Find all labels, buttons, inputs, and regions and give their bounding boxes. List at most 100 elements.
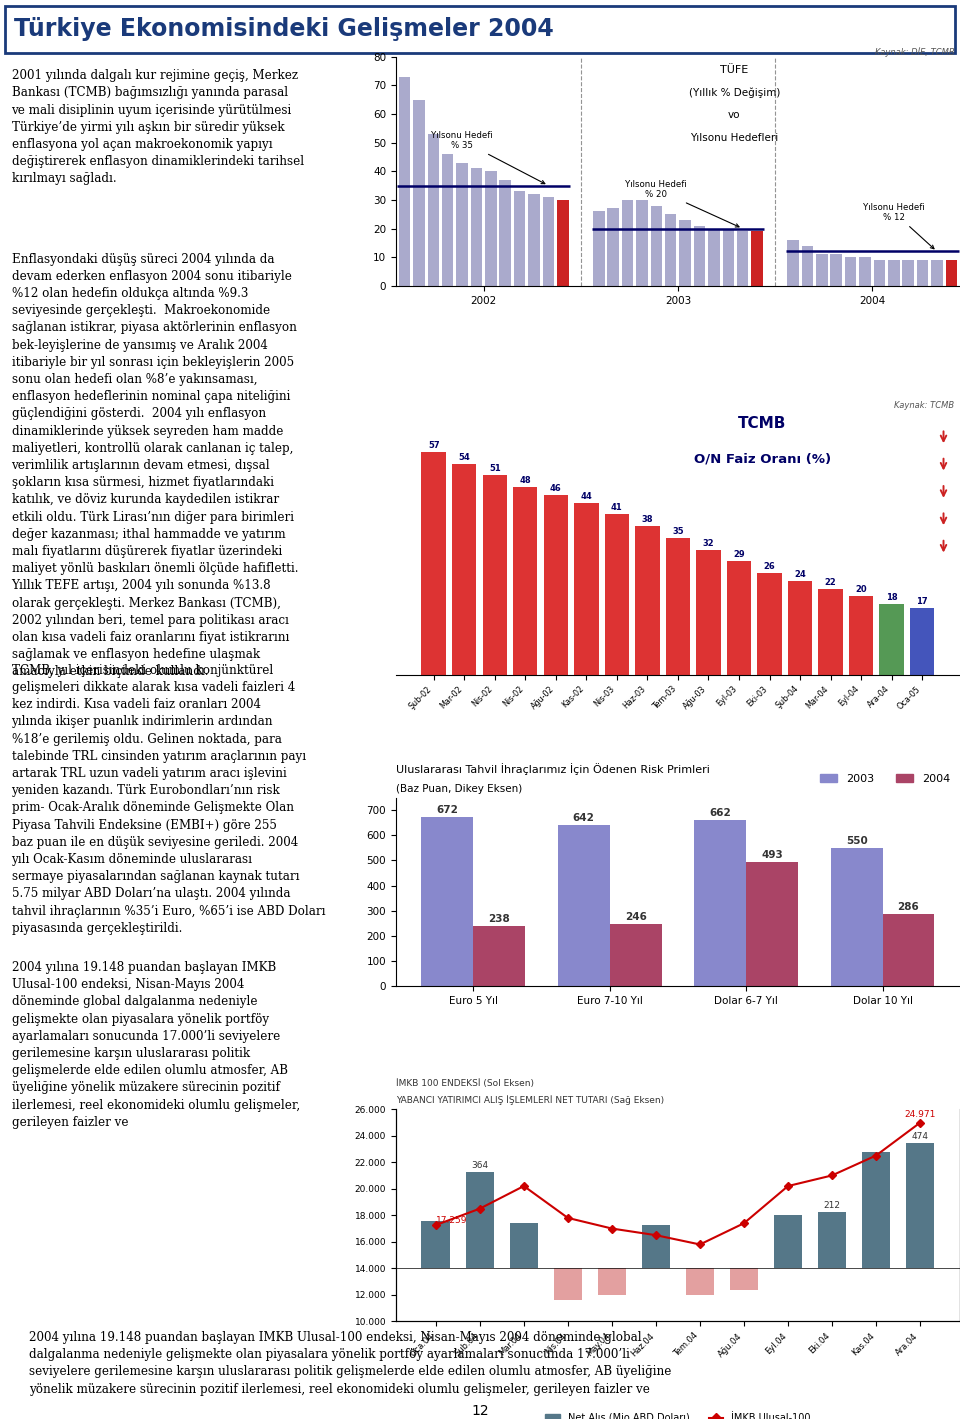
Text: Yılsonu Hedefi
% 35: Yılsonu Hedefi % 35	[431, 131, 545, 183]
Bar	[910, 609, 934, 674]
Bar	[499, 180, 511, 285]
Text: 212: 212	[824, 1200, 841, 1210]
Bar	[665, 538, 690, 674]
Bar	[830, 847, 882, 986]
Bar	[845, 257, 856, 285]
Text: 493: 493	[761, 850, 783, 860]
Text: 2004 yılına 19.148 puandan başlayan IMKB
Ulusal-100 endeksi, Nisan-Mayıs 2004
dö: 2004 yılına 19.148 puandan başlayan IMKB…	[12, 961, 300, 1128]
Bar	[442, 155, 453, 285]
Bar	[788, 580, 812, 674]
Bar	[859, 257, 871, 285]
Bar	[622, 200, 634, 285]
Bar	[902, 260, 914, 285]
Bar	[905, 1142, 934, 1269]
Text: 662: 662	[709, 807, 732, 817]
Bar	[946, 260, 957, 285]
FancyBboxPatch shape	[5, 6, 955, 54]
Bar	[694, 226, 706, 285]
Bar	[818, 1212, 847, 1269]
Text: 46: 46	[550, 484, 562, 492]
Bar	[636, 526, 660, 674]
Text: vo: vo	[728, 111, 740, 121]
Bar	[483, 475, 507, 674]
Text: 246: 246	[625, 912, 647, 922]
Text: 2004 yılına 19.148 puandan başlayan IMKB Ulusal-100 endeksi, Nisan-Mayıs 2004 dö: 2004 yılına 19.148 puandan başlayan IMKB…	[29, 1331, 671, 1395]
Bar	[874, 260, 885, 285]
Bar	[485, 172, 496, 285]
Bar	[514, 192, 525, 285]
Bar	[685, 1269, 714, 1296]
Bar	[554, 1269, 582, 1300]
Bar	[421, 451, 445, 674]
Text: 18: 18	[886, 593, 898, 602]
Text: 17.259: 17.259	[436, 1216, 468, 1225]
Text: Kaynak: TCMB: Kaynak: TCMB	[894, 400, 954, 410]
Text: 41: 41	[611, 504, 623, 512]
Bar	[597, 1269, 626, 1296]
Text: 35: 35	[672, 526, 684, 536]
Text: TÜFE: TÜFE	[720, 65, 749, 75]
Bar	[816, 254, 828, 285]
Legend: Net Alış (Mio ABD Doları), İMKB Ulusal-100: Net Alış (Mio ABD Doları), İMKB Ulusal-1…	[541, 1409, 814, 1419]
Bar	[862, 1152, 890, 1269]
Text: (Yıllık % Değişim): (Yıllık % Değişim)	[688, 87, 780, 98]
Bar	[696, 549, 721, 674]
Bar	[849, 596, 874, 674]
Text: Yılsonu Hedefi
% 20: Yılsonu Hedefi % 20	[626, 180, 739, 227]
Bar	[542, 197, 554, 285]
Text: O/N Faiz Oranı (%): O/N Faiz Oranı (%)	[694, 453, 831, 465]
Text: Türkiye Ekonomisindeki Gelişmeler 2004: Türkiye Ekonomisindeki Gelişmeler 2004	[14, 17, 554, 41]
Bar	[528, 194, 540, 285]
Text: TCMB, yıl içerisindeki olumlu konjünktürel
gelişmeleri dikkate alarak kısa vadel: TCMB, yıl içerisindeki olumlu konjünktür…	[12, 664, 325, 935]
Bar	[427, 133, 439, 285]
Bar	[413, 99, 424, 285]
Text: 24: 24	[794, 570, 805, 579]
Bar	[746, 863, 798, 986]
Text: 32: 32	[703, 539, 714, 548]
Bar	[917, 260, 928, 285]
Bar	[456, 163, 468, 285]
Bar	[757, 573, 781, 674]
Text: Enflasyondaki düşüş süreci 2004 yılında da
devam ederken enflasyon 2004 sonu iti: Enflasyondaki düşüş süreci 2004 yılında …	[12, 253, 298, 678]
Text: 286: 286	[898, 902, 920, 912]
Bar	[421, 817, 473, 986]
Bar	[737, 231, 749, 285]
Text: 364: 364	[471, 1161, 489, 1169]
Bar	[882, 914, 934, 986]
Text: 12: 12	[471, 1405, 489, 1419]
Text: 38: 38	[641, 515, 653, 524]
Bar	[513, 487, 538, 674]
Text: 672: 672	[437, 805, 458, 816]
Bar	[557, 200, 568, 285]
Text: 17: 17	[917, 597, 928, 606]
Text: 24.971: 24.971	[904, 1110, 936, 1118]
Text: TCMB: TCMB	[738, 416, 787, 430]
Bar	[466, 1172, 494, 1269]
Bar	[802, 245, 813, 285]
Bar	[723, 228, 734, 285]
Text: 238: 238	[489, 914, 510, 924]
Text: 48: 48	[519, 477, 531, 485]
Bar	[608, 209, 619, 285]
Text: 550: 550	[846, 836, 868, 846]
Text: Uluslararası Tahvil İhraçlarımız İçin Ödenen Risk Primleri: Uluslararası Tahvil İhraçlarımız İçin Öd…	[396, 763, 709, 775]
Bar	[931, 260, 943, 285]
Bar	[651, 206, 662, 285]
Bar	[879, 604, 903, 674]
Bar	[543, 495, 568, 674]
Bar	[694, 820, 746, 986]
Bar	[605, 515, 629, 674]
Text: 54: 54	[458, 453, 470, 461]
Bar	[593, 211, 605, 285]
Bar	[452, 464, 476, 674]
Text: 26: 26	[763, 562, 776, 570]
Bar	[558, 824, 610, 986]
Bar	[818, 589, 843, 674]
Bar	[641, 1225, 670, 1269]
Text: İMKB 100 ENDEKSİ (Sol Eksen): İMKB 100 ENDEKSİ (Sol Eksen)	[396, 1078, 534, 1088]
Text: 44: 44	[581, 492, 592, 501]
Bar	[421, 1220, 450, 1269]
Legend: 2003, 2004: 2003, 2004	[816, 769, 954, 788]
Bar	[727, 562, 751, 674]
Text: 20: 20	[855, 586, 867, 595]
